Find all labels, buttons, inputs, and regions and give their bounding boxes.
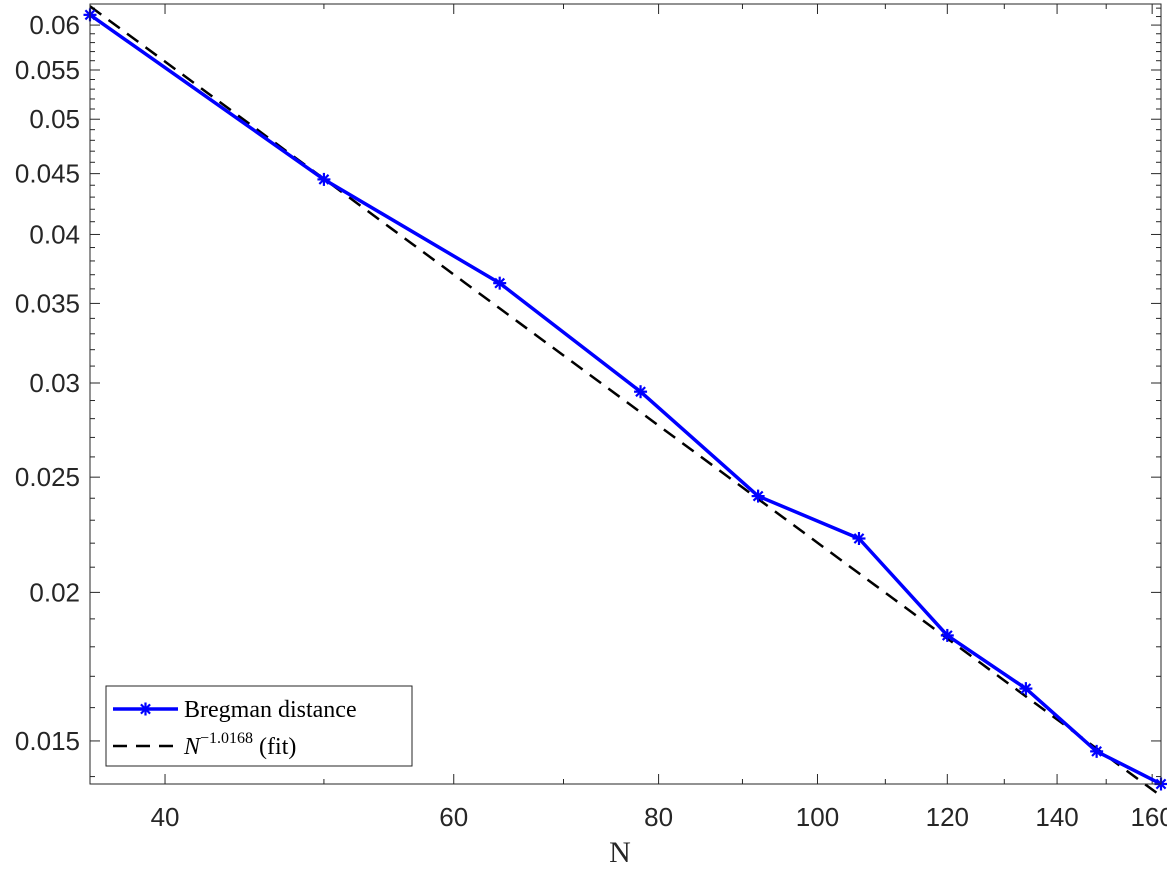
y-tick-label: 0.015 (15, 726, 80, 756)
bregman-point (852, 531, 866, 545)
legend-fit-base: N (183, 734, 202, 760)
y-tick-label: 0.02 (29, 577, 80, 607)
legend-label-fit: N−1.0168 (fit) (183, 730, 296, 760)
y-tick-label: 0.06 (29, 10, 80, 40)
legend-marker-bregman (139, 702, 152, 716)
x-tick-label: 100 (796, 802, 839, 832)
y-tick-label: 0.035 (15, 288, 80, 318)
legend-fit-suffix: (fit) (253, 734, 296, 760)
bregman-point (1090, 744, 1104, 758)
bregman-point (493, 276, 507, 290)
y-tick-label: 0.04 (29, 219, 80, 249)
x-axis-title: N (609, 836, 631, 869)
legend-fit-exponent: −1.0168 (200, 730, 253, 747)
tick-labels: 40 60 80 100 120 140 160 0.015 0.02 0.025 0.03 0.03… (15, 10, 1167, 832)
x-tick-label: 80 (644, 802, 673, 832)
bregman-point (317, 172, 331, 186)
y-tick-label: 0.03 (29, 368, 80, 398)
y-tick-label: 0.025 (15, 462, 80, 492)
bregman-point (634, 385, 648, 399)
y-tick-label: 0.05 (29, 104, 80, 134)
tick-marks (90, 4, 1161, 784)
series-fit-line (89, 5, 1162, 798)
x-tick-label: 40 (151, 802, 180, 832)
legend-label-bregman: Bregman distance (184, 697, 357, 723)
x-tick-label: 120 (926, 802, 969, 832)
legend-box (105, 685, 413, 767)
x-tick-label: 60 (439, 802, 468, 832)
legend: Bregman distance N−1.0168 (fit) (105, 685, 413, 767)
legend-asterisk (139, 702, 152, 716)
bregman-point (940, 628, 954, 642)
bregman-point (751, 489, 765, 503)
series-layer (83, 5, 1167, 798)
x-tick-label: 140 (1035, 802, 1078, 832)
series-bregman-line (88, 13, 1162, 786)
plot-area-frame (89, 3, 1162, 785)
x-tick-label: 160 (1130, 802, 1167, 832)
y-tick-label: 0.045 (15, 159, 80, 189)
bregman-point (1019, 682, 1033, 696)
y-tick-label: 0.055 (15, 55, 80, 85)
